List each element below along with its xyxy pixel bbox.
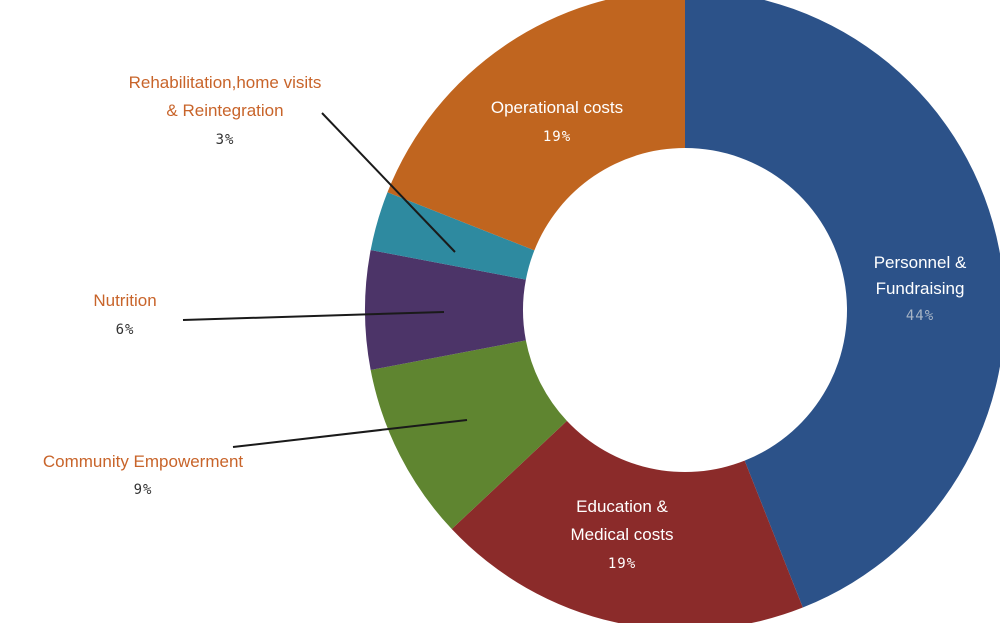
label-nutrition: Nutrition 6% bbox=[93, 291, 156, 338]
label-community-empowerment: Community Empowerment 9% bbox=[43, 452, 244, 498]
slice-operational-costs bbox=[387, 0, 685, 251]
slices-group bbox=[365, 0, 1000, 623]
leader-line-rehabilitation-home-visits-reintegration bbox=[321, 112, 456, 253]
slice-label-line: Nutrition bbox=[93, 291, 156, 310]
slice-label-line: Fundraising bbox=[876, 279, 965, 298]
slice-nutrition bbox=[365, 250, 526, 370]
label-rehabilitation-home-visits-reintegration: Rehabilitation,home visits & Reintegratio… bbox=[129, 73, 322, 148]
slice-label-line: Personnel & bbox=[874, 253, 967, 272]
slice-value-label: 6% bbox=[116, 322, 135, 338]
slice-community-empowerment bbox=[370, 340, 567, 530]
slice-label-line: Rehabilitation,home visits bbox=[129, 73, 322, 92]
slice-label-line: Medical costs bbox=[571, 525, 674, 544]
leader-line-nutrition bbox=[182, 311, 445, 321]
slice-label-line: Education & bbox=[576, 497, 668, 516]
label-operational-costs: Operational costs 19% bbox=[491, 98, 623, 145]
slice-rehabilitation-home-visits-reintegration bbox=[370, 192, 535, 280]
slice-personnel-fundraising bbox=[685, 0, 1000, 608]
leader-line-community-empowerment bbox=[232, 419, 468, 448]
slice-label-line: & Reintegration bbox=[166, 101, 283, 120]
labels-group: Personnel & Fundraising 44% Education & Medi… bbox=[43, 73, 967, 572]
slice-education-medical-costs bbox=[451, 420, 803, 623]
leader-lines-group bbox=[182, 112, 468, 448]
slice-label-line: Community Empowerment bbox=[43, 452, 244, 471]
slice-value-label: 44% bbox=[906, 308, 934, 324]
label-education-medical-costs: Education & Medical costs 19% bbox=[571, 497, 674, 572]
slice-value-label: 19% bbox=[608, 556, 636, 572]
slice-value-label: 19% bbox=[543, 129, 571, 145]
label-personnel-fundraising: Personnel & Fundraising 44% bbox=[874, 253, 967, 324]
slice-value-label: 3% bbox=[216, 132, 235, 148]
slice-label-line: Operational costs bbox=[491, 98, 623, 117]
slice-value-label: 9% bbox=[134, 482, 153, 498]
